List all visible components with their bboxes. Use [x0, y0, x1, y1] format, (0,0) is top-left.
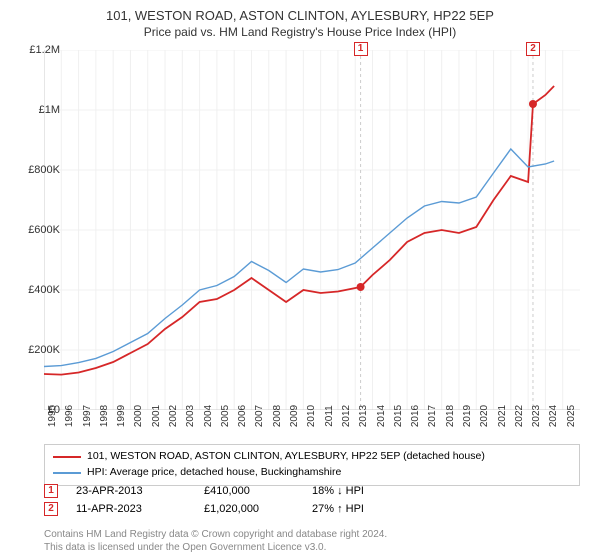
x-tick-label: 2024: [548, 405, 559, 427]
event-table: 1 23-APR-2013 £410,000 18% ↓ HPI 2 11-APR-202…: [44, 484, 580, 520]
x-tick-label: 2008: [272, 405, 283, 427]
event-marker-1: 1: [354, 42, 368, 56]
x-tick-label: 2020: [479, 405, 490, 427]
legend-swatch: [53, 472, 81, 474]
x-tick-label: 2021: [497, 405, 508, 427]
event-row: 2 11-APR-2023 £1,020,000 27% ↑ HPI: [44, 502, 580, 516]
x-tick-label: 1999: [116, 405, 127, 427]
legend-row: 101, WESTON ROAD, ASTON CLINTON, AYLESBU…: [53, 449, 571, 465]
x-tick-label: 2019: [462, 405, 473, 427]
x-tick-label: 2012: [341, 405, 352, 427]
event-dot-1: [357, 283, 365, 291]
event-date: 11-APR-2023: [76, 503, 186, 515]
y-tick-label: £400K: [28, 284, 60, 296]
x-tick-label: 2009: [289, 405, 300, 427]
x-tick-label: 2004: [203, 405, 214, 427]
footer-attribution: Contains HM Land Registry data © Crown c…: [44, 528, 387, 554]
x-tick-label: 2002: [168, 405, 179, 427]
event-dot-2: [529, 100, 537, 108]
legend-label: 101, WESTON ROAD, ASTON CLINTON, AYLESBU…: [87, 449, 485, 465]
event-row-marker: 1: [44, 484, 58, 498]
y-tick-label: £800K: [28, 164, 60, 176]
x-tick-label: 2016: [410, 405, 421, 427]
x-tick-label: 1995: [47, 405, 58, 427]
x-tick-label: 2013: [358, 405, 369, 427]
y-tick-label: £1M: [39, 104, 60, 116]
event-row-marker: 2: [44, 502, 58, 516]
series-hpi: [44, 149, 554, 367]
x-tick-label: 2011: [324, 405, 335, 427]
x-tick-label: 2017: [427, 405, 438, 427]
event-marker-2: 2: [526, 42, 540, 56]
legend-swatch: [53, 456, 81, 458]
event-price: £410,000: [204, 485, 294, 497]
x-tick-label: 1996: [64, 405, 75, 427]
footer-line-2: This data is licensed under the Open Gov…: [44, 541, 387, 554]
x-tick-label: 2010: [306, 405, 317, 427]
x-tick-label: 2000: [133, 405, 144, 427]
legend-label: HPI: Average price, detached house, Buck…: [87, 465, 341, 481]
legend: 101, WESTON ROAD, ASTON CLINTON, AYLESBU…: [44, 444, 580, 486]
x-tick-label: 1998: [99, 405, 110, 427]
y-tick-label: £200K: [28, 344, 60, 356]
event-date: 23-APR-2013: [76, 485, 186, 497]
x-tick-label: 2022: [514, 405, 525, 427]
event-price: £1,020,000: [204, 503, 294, 515]
footer-line-1: Contains HM Land Registry data © Crown c…: [44, 528, 387, 541]
chart-subtitle: Price paid vs. HM Land Registry's House …: [0, 25, 600, 39]
x-tick-label: 1997: [82, 405, 93, 427]
event-pct-vs-hpi: 27% ↑ HPI: [312, 503, 402, 515]
y-tick-label: £1.2M: [29, 44, 60, 56]
x-tick-label: 2018: [445, 405, 456, 427]
x-tick-label: 2015: [393, 405, 404, 427]
event-pct-vs-hpi: 18% ↓ HPI: [312, 485, 402, 497]
x-tick-label: 2025: [566, 405, 577, 427]
chart-svg: [44, 50, 580, 410]
y-tick-label: £600K: [28, 224, 60, 236]
event-row: 1 23-APR-2013 £410,000 18% ↓ HPI: [44, 484, 580, 498]
chart-header: 101, WESTON ROAD, ASTON CLINTON, AYLESBU…: [0, 0, 600, 43]
x-tick-label: 2003: [185, 405, 196, 427]
chart-title: 101, WESTON ROAD, ASTON CLINTON, AYLESBU…: [0, 8, 600, 23]
x-tick-label: 2001: [151, 405, 162, 427]
plot-area: [44, 50, 580, 410]
legend-row: HPI: Average price, detached house, Buck…: [53, 465, 571, 481]
x-tick-label: 2007: [254, 405, 265, 427]
x-tick-label: 2023: [531, 405, 542, 427]
x-tick-label: 2006: [237, 405, 248, 427]
x-tick-label: 2005: [220, 405, 231, 427]
x-tick-label: 2014: [376, 405, 387, 427]
chart-container: 101, WESTON ROAD, ASTON CLINTON, AYLESBU…: [0, 0, 600, 560]
